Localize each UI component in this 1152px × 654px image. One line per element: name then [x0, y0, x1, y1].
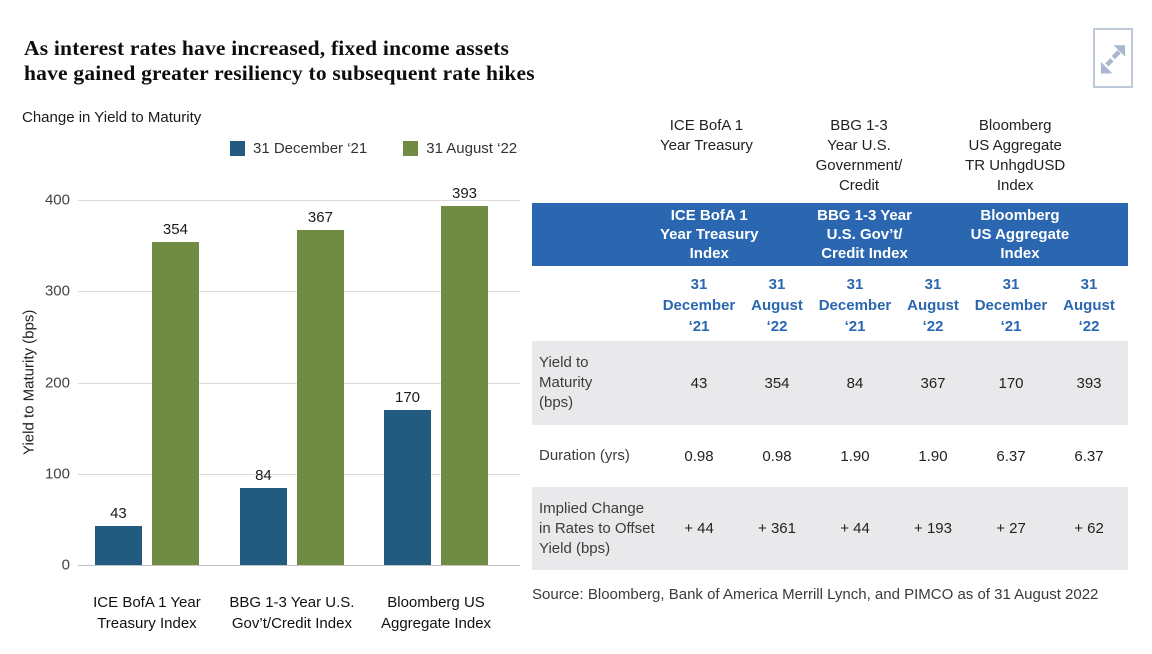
table-cell: + 44: [840, 520, 870, 537]
y-tick-label: 300: [44, 282, 70, 300]
table-group-header-row: ICE BofA 1 Year Treasury Index BBG 1-3 Y…: [532, 203, 1128, 266]
chart-legend: 31 December ‘21 31 August ‘22: [230, 140, 517, 157]
y-tick-label: 200: [44, 374, 70, 391]
table-cell: 393: [1076, 374, 1102, 392]
yield-table-panel: ICE BofA 1 Year Treasury BBG 1-3 Year U.…: [532, 116, 1128, 603]
group-header-bbg: BBG 1-3 Year U.S. Gov’t/ Credit Index: [817, 207, 912, 262]
bar: 354: [151, 220, 199, 565]
gridline: [78, 200, 520, 201]
date-header: 31 December ‘21: [818, 275, 892, 335]
x-axis-category-label: BBG 1-3 Year U.S. Gov’t/Credit Index: [229, 594, 355, 632]
table-cell: 84: [846, 374, 864, 392]
table-cell: 367: [920, 374, 946, 392]
table-cell: 6.37: [1074, 447, 1104, 465]
bar-rect: [151, 241, 199, 565]
row-label: Yield to Maturity (bps): [539, 354, 593, 411]
table-cell: 0.98: [684, 447, 714, 465]
row-label: Implied Change in Rates to Offset Yield …: [539, 499, 655, 557]
legend-item-aug22: 31 August ‘22: [403, 140, 517, 157]
table-cell: + 44: [684, 520, 714, 537]
bar-value-label: 170: [395, 388, 421, 406]
bar-value-label: 354: [162, 220, 188, 238]
table-row-implied-change: Implied Change in Rates to Offset Yield …: [532, 487, 1128, 570]
bar: 84: [239, 467, 287, 565]
date-header: 31 December ‘21: [974, 275, 1048, 335]
group-header-ice: ICE BofA 1 Year Treasury Index: [660, 207, 759, 262]
bar: 393: [441, 185, 489, 565]
bar-group: 43 354: [94, 220, 199, 565]
legend-label-dec21: 31 December ‘21: [253, 140, 368, 157]
bar-group: 170 393: [384, 185, 489, 565]
table-cell: 6.37: [996, 447, 1026, 465]
x-axis-labels: ICE BofA 1 Year Treasury Index BBG 1-3 Ye…: [78, 592, 520, 642]
table-cell: 43: [690, 374, 708, 392]
bar-chart-plot: 43 354 84 367 170 393: [78, 185, 520, 566]
bar-value-label: 43: [110, 504, 127, 522]
table-cell: + 361: [758, 520, 796, 537]
bar: 43: [94, 504, 142, 565]
bar-value-label: 367: [307, 209, 333, 227]
y-tick-label: 0: [61, 556, 70, 574]
table-caption-bloomberg: Bloomberg US Aggregate TR UnhgdUSD Index: [965, 117, 1066, 194]
bar-rect: [384, 409, 432, 565]
bar-rect: [296, 230, 344, 565]
legend-label-aug22: 31 August ‘22: [426, 140, 518, 157]
y-tick-label: 100: [44, 465, 70, 483]
table-row-duration: Duration (yrs) 0.98 0.98 1.90 1.90 6.37 …: [532, 431, 1128, 481]
x-axis-category-label: ICE BofA 1 Year Treasury Index: [93, 594, 201, 632]
expand-button[interactable]: [1093, 28, 1133, 88]
table-caption-bbg: BBG 1-3 Year U.S. Government/ Credit: [815, 117, 903, 194]
table-caption-ice: ICE BofA 1 Year Treasury: [660, 117, 753, 154]
bar-group: 84 367: [239, 209, 344, 565]
source-note: Source: Bloomberg, Bank of America Merri…: [532, 586, 1099, 603]
page-title: As interest rates have increased, fixed …: [24, 36, 535, 85]
table-date-header-row: 31 December ‘21 31 August ‘22 31 Decembe…: [532, 272, 1128, 338]
bar-rect: [94, 525, 142, 565]
bar-rect: [441, 206, 489, 565]
x-axis-category-label: Bloomberg US Aggregate Index: [380, 594, 492, 632]
date-header: 31 August ‘22: [1063, 275, 1115, 335]
bar-value-label: 84: [255, 467, 272, 485]
bar: 367: [296, 209, 344, 565]
row-label: Duration (yrs): [539, 447, 630, 464]
date-header: 31 August ‘22: [907, 275, 959, 335]
table-cell: + 62: [1074, 520, 1104, 537]
table-row-yield-to-maturity: Yield to Maturity (bps) 43 354 84 367 17…: [532, 341, 1128, 425]
table-cell: + 27: [996, 520, 1026, 537]
table-cell: + 193: [914, 520, 952, 537]
bar: 170: [384, 388, 432, 565]
table-cell: 354: [764, 374, 790, 392]
table-cell: 170: [998, 374, 1024, 392]
group-header-bloomberg: Bloomberg US Aggregate Index: [970, 207, 1070, 262]
gridline: [78, 565, 520, 566]
bar-rect: [239, 488, 287, 565]
table-cell: 1.90: [840, 447, 870, 465]
table-cell: 0.98: [762, 447, 792, 465]
legend-item-dec21: 31 December ‘21: [230, 140, 367, 157]
bar-value-label: 393: [452, 185, 478, 203]
table-caption-row: ICE BofA 1 Year Treasury BBG 1-3 Year U.…: [532, 116, 1128, 203]
expand-icon: [1097, 34, 1129, 83]
legend-swatch-dec21: [230, 141, 245, 156]
date-header: 31 December ‘21: [662, 275, 736, 335]
y-tick-label: 400: [44, 191, 70, 209]
y-axis-ticks: 0 100 200 300 400: [36, 192, 70, 574]
table-cell: 1.90: [918, 447, 948, 465]
legend-swatch-aug22: [403, 141, 419, 156]
chart-title: Change in Yield to Maturity: [22, 109, 202, 126]
date-header: 31 August ‘22: [751, 275, 803, 335]
